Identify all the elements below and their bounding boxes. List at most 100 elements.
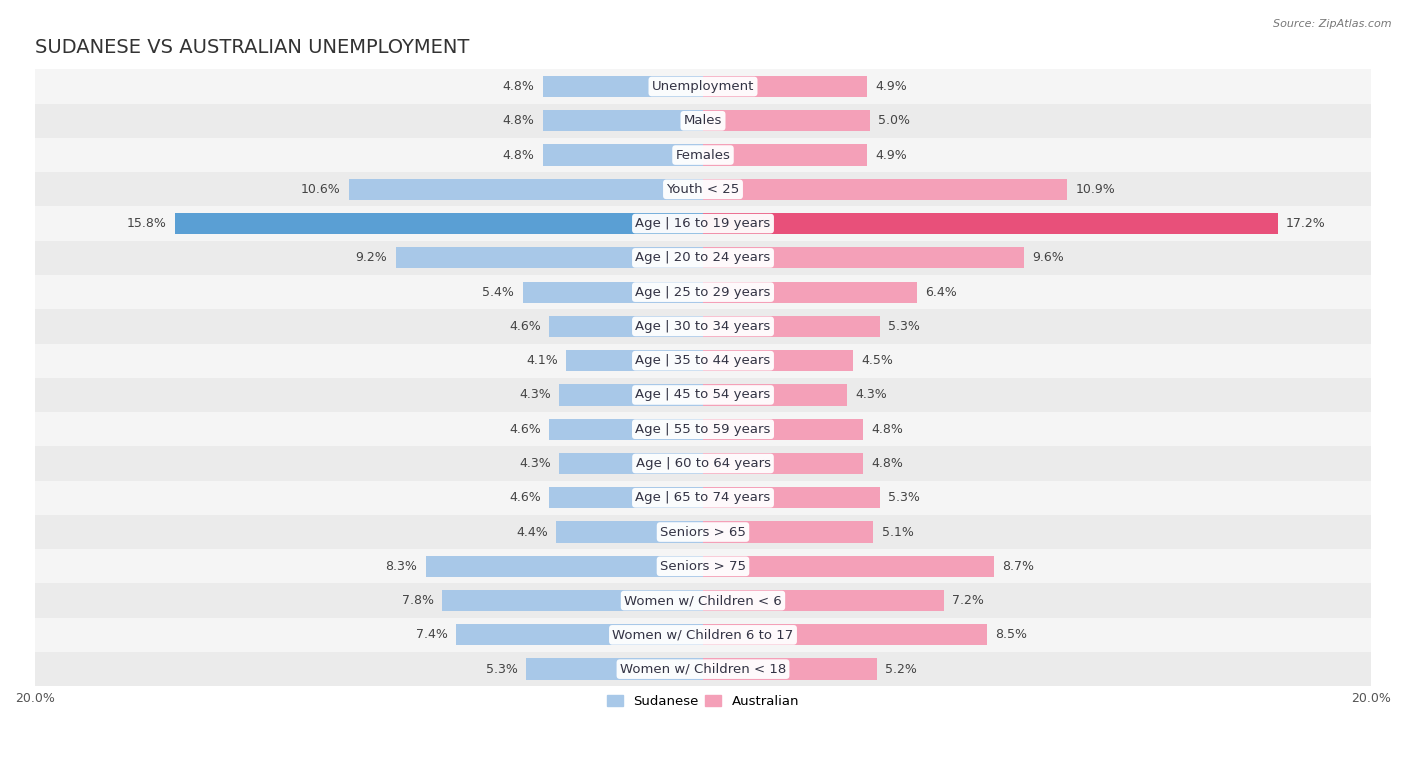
Text: 7.2%: 7.2% xyxy=(952,594,984,607)
Text: 8.3%: 8.3% xyxy=(385,560,418,573)
Bar xyxy=(703,316,880,337)
Text: 4.8%: 4.8% xyxy=(502,148,534,161)
Text: 6.4%: 6.4% xyxy=(925,285,957,299)
Text: Age | 55 to 59 years: Age | 55 to 59 years xyxy=(636,422,770,436)
Bar xyxy=(703,76,866,97)
Text: Age | 25 to 29 years: Age | 25 to 29 years xyxy=(636,285,770,299)
Text: 4.8%: 4.8% xyxy=(872,457,904,470)
Bar xyxy=(550,488,703,509)
Text: 5.3%: 5.3% xyxy=(889,491,921,504)
Bar xyxy=(176,213,703,234)
Text: Age | 30 to 34 years: Age | 30 to 34 years xyxy=(636,320,770,333)
Bar xyxy=(395,248,703,269)
Bar xyxy=(35,584,1371,618)
Bar xyxy=(543,145,703,166)
Text: Seniors > 65: Seniors > 65 xyxy=(659,525,747,538)
Bar xyxy=(703,590,943,611)
Text: Source: ZipAtlas.com: Source: ZipAtlas.com xyxy=(1274,19,1392,29)
Text: 4.8%: 4.8% xyxy=(502,114,534,127)
Text: 4.3%: 4.3% xyxy=(519,457,551,470)
Bar xyxy=(35,481,1371,515)
Text: 8.5%: 8.5% xyxy=(995,628,1028,641)
Bar xyxy=(35,138,1371,172)
Bar xyxy=(35,172,1371,207)
Bar xyxy=(35,207,1371,241)
Text: 4.6%: 4.6% xyxy=(509,320,541,333)
Bar xyxy=(523,282,703,303)
Bar xyxy=(703,419,863,440)
Text: 4.6%: 4.6% xyxy=(509,422,541,436)
Bar xyxy=(560,453,703,474)
Bar xyxy=(35,549,1371,584)
Bar xyxy=(703,350,853,371)
Bar xyxy=(35,618,1371,652)
Text: Seniors > 75: Seniors > 75 xyxy=(659,560,747,573)
Text: SUDANESE VS AUSTRALIAN UNEMPLOYMENT: SUDANESE VS AUSTRALIAN UNEMPLOYMENT xyxy=(35,38,470,57)
Text: 4.1%: 4.1% xyxy=(526,354,558,367)
Text: Age | 45 to 54 years: Age | 45 to 54 years xyxy=(636,388,770,401)
Bar xyxy=(703,556,994,577)
Bar xyxy=(703,145,866,166)
Legend: Sudanese, Australian: Sudanese, Australian xyxy=(602,690,804,714)
Text: 9.6%: 9.6% xyxy=(1032,251,1064,264)
Text: 15.8%: 15.8% xyxy=(127,217,167,230)
Bar xyxy=(567,350,703,371)
Bar xyxy=(456,625,703,646)
Text: Age | 20 to 24 years: Age | 20 to 24 years xyxy=(636,251,770,264)
Bar xyxy=(703,111,870,132)
Bar xyxy=(703,248,1024,269)
Text: Age | 60 to 64 years: Age | 60 to 64 years xyxy=(636,457,770,470)
Bar xyxy=(35,378,1371,412)
Bar xyxy=(35,104,1371,138)
Bar xyxy=(703,522,873,543)
Text: Women w/ Children < 6: Women w/ Children < 6 xyxy=(624,594,782,607)
Bar xyxy=(35,515,1371,549)
Bar xyxy=(35,412,1371,447)
Text: Women w/ Children < 18: Women w/ Children < 18 xyxy=(620,662,786,676)
Text: 5.4%: 5.4% xyxy=(482,285,515,299)
Bar xyxy=(349,179,703,200)
Bar xyxy=(703,282,917,303)
Bar xyxy=(426,556,703,577)
Bar xyxy=(703,453,863,474)
Bar xyxy=(560,385,703,406)
Text: 5.0%: 5.0% xyxy=(879,114,910,127)
Text: 4.4%: 4.4% xyxy=(516,525,548,538)
Text: 5.2%: 5.2% xyxy=(884,662,917,676)
Bar xyxy=(703,488,880,509)
Text: 4.8%: 4.8% xyxy=(502,80,534,93)
Text: 8.7%: 8.7% xyxy=(1002,560,1033,573)
Bar xyxy=(555,522,703,543)
Text: Males: Males xyxy=(683,114,723,127)
Text: 9.2%: 9.2% xyxy=(356,251,387,264)
Text: 4.8%: 4.8% xyxy=(872,422,904,436)
Bar xyxy=(543,111,703,132)
Bar xyxy=(526,659,703,680)
Bar xyxy=(35,241,1371,275)
Bar xyxy=(703,385,846,406)
Text: 5.3%: 5.3% xyxy=(485,662,517,676)
Bar xyxy=(35,447,1371,481)
Bar xyxy=(35,310,1371,344)
Text: Age | 65 to 74 years: Age | 65 to 74 years xyxy=(636,491,770,504)
Bar xyxy=(550,419,703,440)
Bar xyxy=(543,76,703,97)
Text: 4.6%: 4.6% xyxy=(509,491,541,504)
Text: Age | 35 to 44 years: Age | 35 to 44 years xyxy=(636,354,770,367)
Text: 5.3%: 5.3% xyxy=(889,320,921,333)
Text: 4.3%: 4.3% xyxy=(855,388,887,401)
Bar xyxy=(703,179,1067,200)
Text: 7.4%: 7.4% xyxy=(416,628,447,641)
Text: Unemployment: Unemployment xyxy=(652,80,754,93)
Text: Youth < 25: Youth < 25 xyxy=(666,183,740,196)
Bar xyxy=(703,213,1278,234)
Text: 4.3%: 4.3% xyxy=(519,388,551,401)
Text: Females: Females xyxy=(675,148,731,161)
Text: 5.1%: 5.1% xyxy=(882,525,914,538)
Bar xyxy=(35,275,1371,310)
Bar xyxy=(35,652,1371,687)
Text: Age | 16 to 19 years: Age | 16 to 19 years xyxy=(636,217,770,230)
Bar xyxy=(703,625,987,646)
Text: Women w/ Children 6 to 17: Women w/ Children 6 to 17 xyxy=(613,628,793,641)
Bar xyxy=(703,659,877,680)
